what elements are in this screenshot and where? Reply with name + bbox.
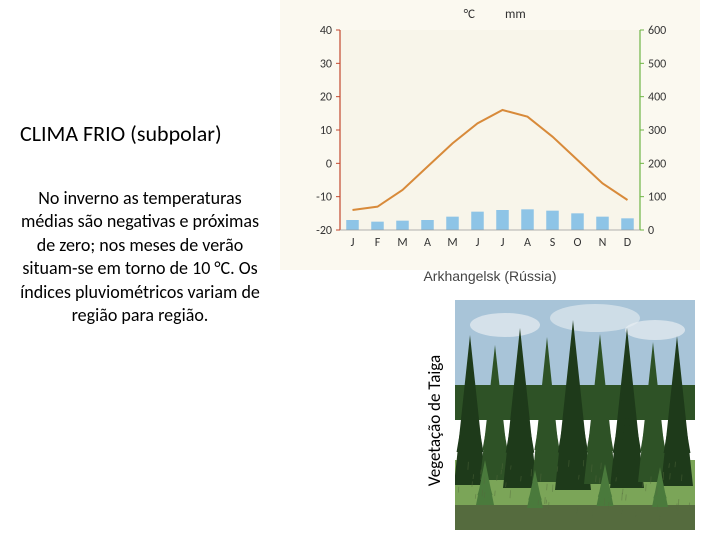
vertical-label: Vegetação de Taiga: [425, 354, 446, 485]
body-paragraph: No inverno as temperaturas médias são ne…: [10, 187, 270, 327]
svg-text:D: D: [624, 236, 631, 250]
chart-svg: °Cmm-20-100102030400100200300400500600JF…: [280, 0, 700, 270]
svg-text:mm: mm: [505, 7, 526, 22]
svg-text:-10: -10: [316, 191, 332, 205]
svg-text:F: F: [375, 236, 381, 250]
svg-text:40: 40: [320, 24, 332, 38]
svg-text:200: 200: [648, 157, 666, 171]
text-column: CLIMA FRIO (subpolar) No inverno as temp…: [10, 120, 270, 327]
svg-text:J: J: [501, 236, 505, 250]
svg-text:0: 0: [326, 157, 332, 171]
taiga-photo: [455, 300, 695, 530]
svg-text:A: A: [524, 236, 531, 250]
svg-text:30: 30: [320, 57, 332, 71]
svg-text:20: 20: [320, 91, 332, 105]
svg-text:N: N: [599, 236, 607, 250]
photo-svg: [455, 300, 695, 530]
svg-text:300: 300: [648, 124, 666, 138]
svg-text:-20: -20: [316, 224, 332, 238]
svg-text:M: M: [397, 236, 407, 250]
svg-text:100: 100: [648, 191, 666, 205]
svg-text:J: J: [351, 236, 355, 250]
vertical-label-container: Vegetação de Taiga: [420, 320, 450, 520]
svg-text:O: O: [574, 236, 582, 250]
svg-text:400: 400: [648, 91, 666, 105]
svg-text:S: S: [550, 236, 556, 250]
svg-text:10: 10: [320, 124, 332, 138]
climograph-chart: °Cmm-20-100102030400100200300400500600JF…: [280, 0, 700, 270]
page-title: CLIMA FRIO (subpolar): [10, 120, 270, 147]
svg-text:M: M: [447, 236, 457, 250]
svg-text:600: 600: [648, 24, 666, 38]
svg-text:A: A: [424, 236, 431, 250]
chart-caption: Arkhangelsk (Rússia): [280, 268, 700, 284]
svg-text:0: 0: [648, 224, 654, 238]
svg-text:°C: °C: [464, 7, 475, 22]
svg-text:J: J: [476, 236, 480, 250]
svg-text:500: 500: [648, 57, 666, 71]
